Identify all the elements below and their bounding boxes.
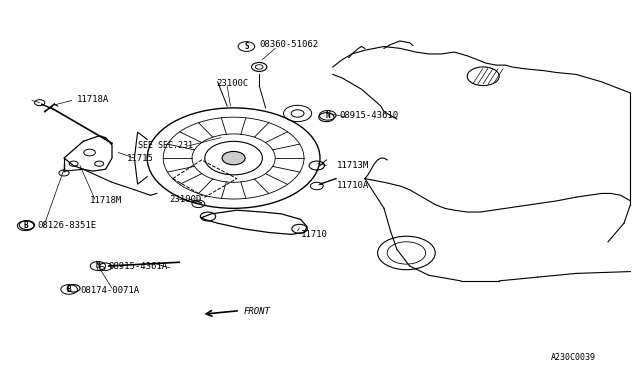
Text: 11718M: 11718M [90,196,122,205]
Text: B: B [23,221,28,230]
Text: 11718A: 11718A [77,95,109,104]
Text: 08915-43610: 08915-43610 [339,111,398,120]
Text: 08915-4361A: 08915-4361A [109,262,168,271]
Text: A230C0039: A230C0039 [550,353,595,362]
Text: FRONT: FRONT [243,307,270,316]
Text: M: M [95,262,100,270]
Text: 08360-51062: 08360-51062 [259,40,318,49]
Text: SEE SEC.231: SEE SEC.231 [138,141,193,150]
Text: 11713M: 11713M [337,161,369,170]
Text: N: N [325,111,330,120]
Text: 08126-8351E: 08126-8351E [37,221,96,230]
Text: 23100D: 23100D [170,195,202,203]
Circle shape [222,151,245,165]
Text: 11710A: 11710A [337,181,369,190]
Text: 23100C: 23100C [216,79,248,88]
Text: 08174-0071A: 08174-0071A [80,286,139,295]
Text: 11715: 11715 [127,154,154,163]
Text: B: B [67,285,72,294]
Text: S: S [244,42,249,51]
Text: 11710: 11710 [301,230,328,239]
